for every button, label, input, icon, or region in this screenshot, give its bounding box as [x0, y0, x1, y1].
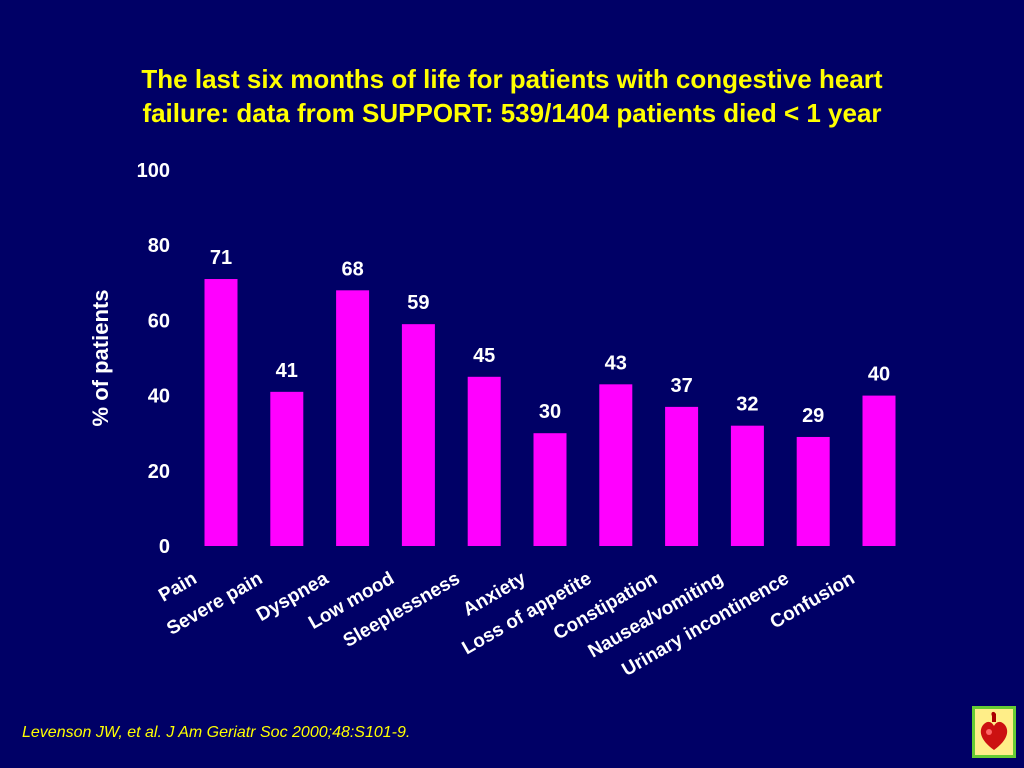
- bar-value-label: 37: [670, 375, 692, 397]
- bars: [204, 279, 896, 546]
- bar: [533, 433, 567, 546]
- bar-value-label: 59: [407, 292, 429, 314]
- bar: [599, 384, 633, 546]
- bar: [862, 395, 896, 546]
- y-tick-label: 60: [148, 310, 170, 332]
- bar-value-label: 29: [802, 405, 824, 427]
- data-labels: 71 41 68 59 45 30 43 37 32 29 40: [210, 247, 890, 427]
- citation: Levenson JW, et al. J Am Geriatr Soc 200…: [22, 724, 411, 741]
- bar-value-label: 40: [868, 364, 890, 386]
- bar-value-label: 41: [276, 360, 298, 382]
- bar-value-label: 71: [210, 247, 232, 269]
- y-tick-label: 0: [159, 536, 170, 558]
- bar-chart: 0 20 40 60 80 100 71 41 68 59 45 30 43 37 32 29 40 Pain…: [88, 160, 896, 681]
- bar-value-label: 43: [605, 352, 627, 374]
- y-tick-label: 100: [137, 160, 170, 182]
- bar: [796, 436, 830, 546]
- bar: [401, 324, 435, 546]
- chart-title-line-1: The last six months of life for patients…: [141, 64, 883, 94]
- bar: [730, 425, 764, 546]
- bar-value-label: 30: [539, 401, 561, 423]
- bar: [665, 406, 699, 546]
- bar: [204, 279, 238, 546]
- bar: [467, 376, 501, 546]
- bar-value-label: 68: [341, 258, 363, 280]
- y-tick-label: 80: [148, 235, 170, 257]
- y-tick-label: 20: [148, 461, 170, 483]
- y-tick-label: 40: [148, 386, 170, 408]
- bar: [270, 391, 304, 546]
- y-axis-ticks: 0 20 40 60 80 100: [137, 160, 170, 558]
- y-axis-label: % of patients: [88, 290, 113, 427]
- bar-value-label: 32: [736, 394, 758, 416]
- bar: [336, 290, 370, 546]
- x-tick-label: Sleeplessness: [340, 568, 464, 652]
- chart-title: The last six months of life for patients…: [0, 62, 1024, 130]
- heart-logo-icon: [972, 706, 1016, 758]
- chart-title-line-2: failure: data from SUPPORT: 539/1404 pat…: [142, 98, 882, 128]
- bar-value-label: 45: [473, 345, 495, 367]
- x-tick-label: Pain: [155, 568, 200, 606]
